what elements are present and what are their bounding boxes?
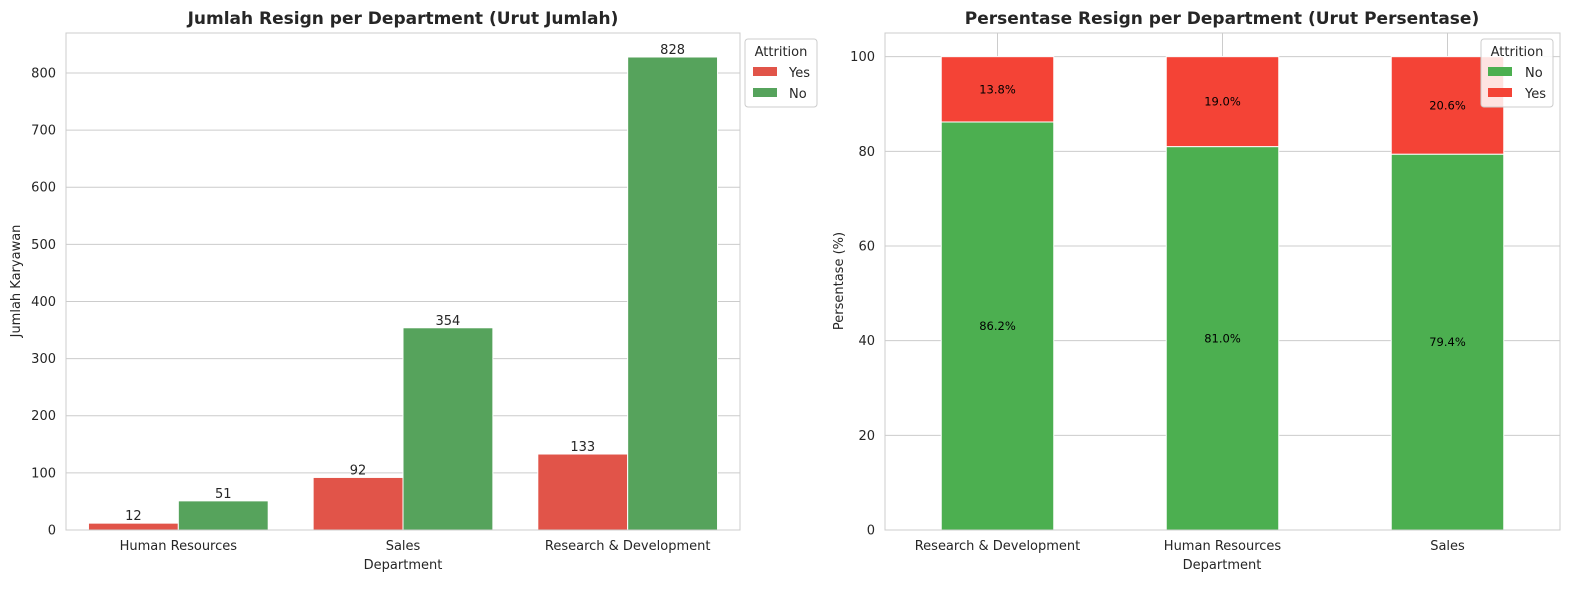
left-legend-swatch-no bbox=[753, 88, 777, 97]
right-y-tick-label: 20 bbox=[858, 429, 875, 444]
left-bar-yes bbox=[537, 453, 629, 531]
left-y-tick-label: 100 bbox=[31, 466, 56, 481]
right-bar-segment-yes bbox=[1165, 56, 1280, 148]
left-y-tick-label: 600 bbox=[31, 181, 56, 196]
right-data-labels: 86.2% 13.8% 81.0% 19.0% 79.4% 20.6% bbox=[979, 82, 1466, 349]
left-y-tick-label: 300 bbox=[31, 352, 56, 367]
left-x-tick-labels: Human Resources Sales Research & Developme… bbox=[120, 539, 711, 554]
right-legend-label-no: No bbox=[1525, 66, 1543, 81]
right-bar-percentage-label: 86.2% bbox=[979, 319, 1016, 333]
right-bar-percentage-label: 20.6% bbox=[1429, 98, 1466, 112]
left-legend-label-yes: Yes bbox=[788, 66, 810, 81]
left-y-tick-label: 400 bbox=[31, 295, 56, 310]
right-x-tick-label: Human Resources bbox=[1164, 539, 1282, 554]
left-legend-title: Attrition bbox=[755, 45, 808, 60]
left-bar-yes bbox=[312, 476, 404, 531]
left-legend-label-no: No bbox=[789, 87, 807, 102]
right-bar-segment-no bbox=[1390, 153, 1505, 531]
right-x-axis-label: Department bbox=[1183, 558, 1262, 573]
right-x-tick-label: Sales bbox=[1430, 539, 1465, 554]
left-bar-no bbox=[402, 327, 494, 531]
left-bar-value-label: 828 bbox=[660, 43, 685, 58]
left-y-tick-label: 200 bbox=[31, 409, 56, 424]
left-bars bbox=[87, 56, 719, 531]
right-legend-title: Attrition bbox=[1491, 45, 1544, 60]
right-bar-percentage-label: 13.8% bbox=[979, 82, 1016, 96]
right-bar-segment-yes bbox=[940, 56, 1055, 123]
chart-percentage-by-department: 86.2% 13.8% 81.0% 19.0% 79.4% 20.6% 0 20 40 60 80… bbox=[832, 9, 1561, 573]
right-legend-swatch-no bbox=[1488, 67, 1512, 76]
right-y-axis-label: Persentase (%) bbox=[832, 232, 847, 330]
right-bar-percentage-label: 19.0% bbox=[1204, 95, 1241, 109]
left-x-tick-label: Human Resources bbox=[120, 539, 238, 554]
left-bar-value-label: 51 bbox=[215, 487, 232, 502]
right-y-tick-labels: 0 20 40 60 80 100 bbox=[850, 50, 875, 538]
left-y-tick-label: 700 bbox=[31, 124, 56, 139]
right-bar-percentage-label: 79.4% bbox=[1429, 335, 1466, 349]
left-y-tick-label: 800 bbox=[31, 66, 56, 81]
left-chart-title: Jumlah Resign per Department (Urut Jumla… bbox=[187, 9, 619, 29]
right-y-tick-label: 60 bbox=[858, 240, 875, 255]
left-legend: Attrition Yes No bbox=[744, 38, 818, 108]
left-legend-swatch-yes bbox=[753, 67, 777, 76]
left-x-tick-label: Sales bbox=[386, 539, 421, 554]
right-legend-swatch-yes bbox=[1488, 88, 1512, 97]
left-data-labels: 12 51 92 354 133 828 bbox=[125, 43, 685, 524]
right-x-tick-labels: Research & Development Human Resources Sal… bbox=[915, 539, 1465, 554]
left-bar-no bbox=[177, 500, 269, 531]
left-gridlines bbox=[66, 72, 740, 531]
right-bars bbox=[940, 56, 1505, 531]
left-x-axis-label: Department bbox=[364, 558, 443, 573]
left-bar-value-label: 354 bbox=[436, 314, 461, 329]
right-legend-label-yes: Yes bbox=[1524, 87, 1546, 102]
left-bar-value-label: 12 bbox=[125, 509, 142, 524]
left-bar-yes bbox=[87, 522, 179, 531]
left-plot-frame bbox=[65, 32, 741, 531]
chart-count-by-department: 12 51 92 354 133 828 0 100 200 300 400 500 600 700 80… bbox=[9, 9, 818, 573]
right-y-tick-label: 40 bbox=[858, 334, 875, 349]
left-x-tick-label: Research & Development bbox=[545, 539, 711, 554]
right-legend: Attrition No Yes bbox=[1480, 38, 1554, 108]
left-bar-no bbox=[627, 56, 719, 531]
left-bar-value-label: 133 bbox=[570, 440, 595, 455]
left-y-tick-label: 0 bbox=[48, 524, 56, 539]
right-chart-title: Persentase Resign per Department (Urut P… bbox=[965, 9, 1479, 29]
left-bar-value-label: 92 bbox=[350, 463, 367, 478]
right-x-tick-label: Research & Development bbox=[915, 539, 1081, 554]
right-y-tick-label: 80 bbox=[858, 145, 875, 160]
left-y-tick-labels: 0 100 200 300 400 500 600 700 800 bbox=[31, 66, 56, 538]
right-bar-segment-no bbox=[940, 121, 1055, 531]
left-y-axis-label: Jumlah Karyawan bbox=[9, 225, 24, 339]
right-y-tick-label: 100 bbox=[850, 50, 875, 65]
right-bar-percentage-label: 81.0% bbox=[1204, 331, 1241, 345]
right-y-tick-label: 0 bbox=[867, 524, 875, 539]
right-plot-frame bbox=[884, 32, 1561, 531]
left-y-tick-label: 500 bbox=[31, 238, 56, 253]
